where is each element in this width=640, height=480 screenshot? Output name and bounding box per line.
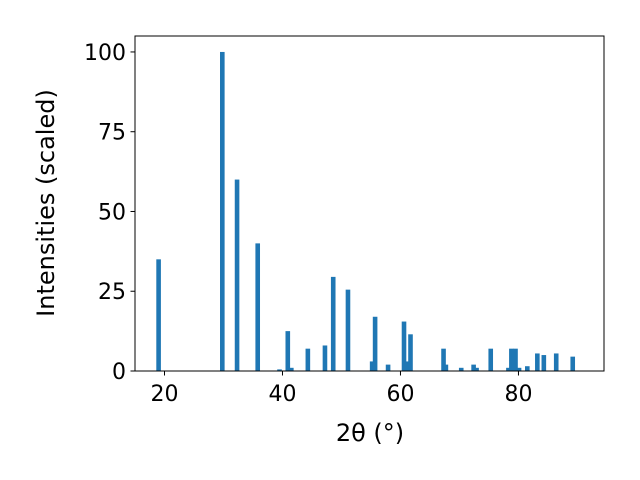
bar xyxy=(277,369,282,371)
y-tick-label: 25 xyxy=(98,280,126,305)
bar xyxy=(255,243,261,371)
bar xyxy=(369,361,375,371)
bar xyxy=(289,367,294,371)
bar xyxy=(330,276,336,371)
bar xyxy=(535,353,540,371)
bar xyxy=(488,348,494,371)
y-tick-label: 50 xyxy=(98,200,126,225)
plot-frame xyxy=(134,35,605,372)
y-axis-ticks: 0 25 50 75 100 xyxy=(84,41,135,385)
bar xyxy=(345,289,351,371)
bar xyxy=(570,356,576,371)
bar xyxy=(322,345,328,371)
y-axis-label: Intensities (scaled) xyxy=(32,89,60,317)
y-tick-label: 0 xyxy=(112,360,126,385)
x-tick-label: 40 xyxy=(268,382,296,407)
x-axis-ticks: 20 40 60 80 xyxy=(150,371,532,407)
bar xyxy=(401,321,407,371)
bar xyxy=(156,259,161,371)
bar xyxy=(220,51,225,371)
x-axis-label: 2θ (°) xyxy=(336,419,404,447)
bar xyxy=(516,367,522,371)
bar xyxy=(372,316,378,371)
bar xyxy=(458,367,464,371)
x-tick-label: 20 xyxy=(150,382,178,407)
bar xyxy=(471,364,476,371)
bar xyxy=(506,367,511,371)
bar xyxy=(385,364,391,371)
y-tick-label: 100 xyxy=(84,41,126,66)
bar xyxy=(404,361,410,371)
bar xyxy=(525,366,530,371)
bar xyxy=(441,348,446,371)
bar xyxy=(509,348,514,371)
bar xyxy=(474,367,479,371)
bar xyxy=(553,353,559,371)
bar xyxy=(285,331,291,371)
x-tick-label: 60 xyxy=(386,382,414,407)
bar xyxy=(513,348,518,371)
bar xyxy=(541,355,547,371)
bar xyxy=(305,348,311,371)
bar xyxy=(408,334,413,371)
y-tick-label: 75 xyxy=(98,121,126,146)
bar xyxy=(443,364,449,371)
bar-series xyxy=(156,51,576,371)
x-tick-label: 80 xyxy=(504,382,532,407)
bar xyxy=(234,179,240,371)
